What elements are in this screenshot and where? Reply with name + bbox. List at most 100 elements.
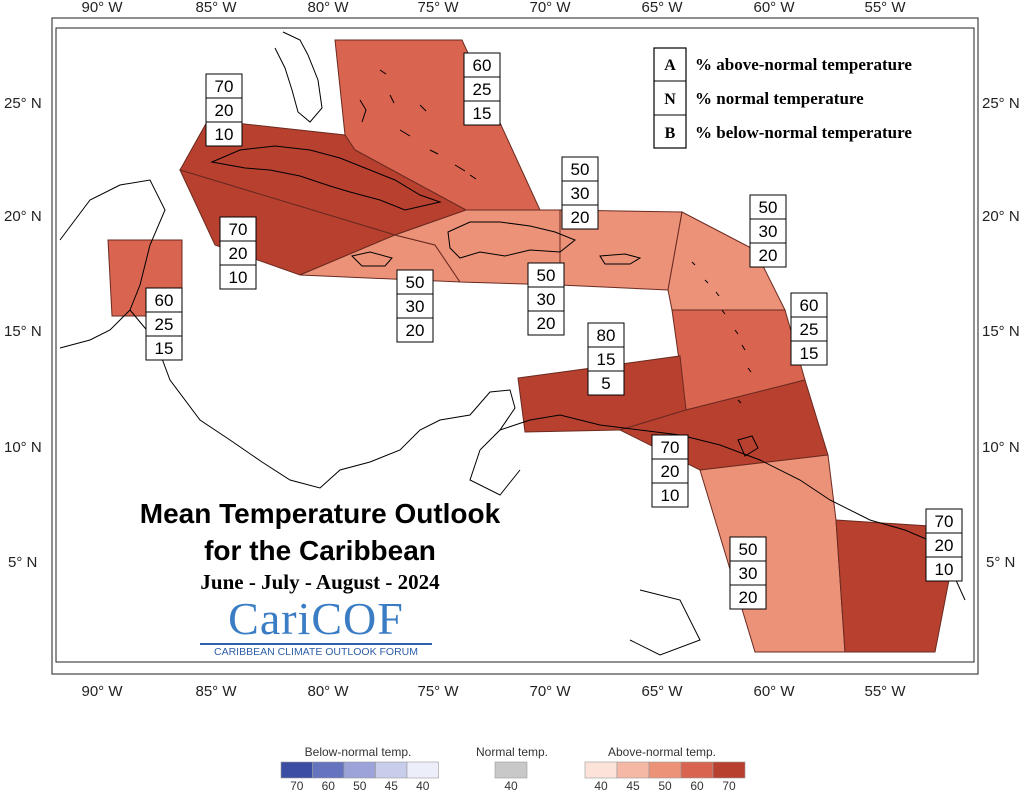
normal-pct: 30 — [571, 184, 590, 203]
scale-label: 60 — [322, 779, 336, 791]
scale-swatch — [616, 761, 650, 779]
probability-cell — [396, 317, 434, 343]
key-letter-a: A — [664, 57, 676, 74]
below-normal-pct: 20 — [571, 208, 590, 227]
above-normal-pct: 70 — [215, 77, 234, 96]
above-normal-pct: 70 — [935, 512, 954, 531]
probability-cell — [790, 340, 828, 366]
scale-title-below: Below-normal temp. — [305, 745, 412, 759]
probability-cell — [463, 100, 501, 126]
normal-pct: 30 — [537, 290, 556, 309]
normal-pct: 15 — [597, 350, 616, 369]
logo-wordmark: CariCOF — [228, 593, 404, 644]
probability-cell — [205, 73, 243, 99]
scale-swatch — [312, 761, 345, 779]
above-normal-pct: 70 — [229, 220, 248, 239]
probability-key: A N B % above-normal temperature % norma… — [653, 47, 912, 149]
logo-subtitle: CARIBBEAN CLIMATE OUTLOOK FORUM — [200, 643, 432, 658]
caricof-logo: CariCOF CARIBBEAN CLIMATE OUTLOOK FORUM — [200, 595, 432, 658]
probability-cell — [651, 434, 689, 460]
probability-cell — [925, 532, 963, 558]
map-title: Mean Temperature Outlook — [139, 498, 501, 529]
lon-label: 70° W — [529, 0, 571, 16]
lon-label: 85° W — [195, 0, 237, 16]
lon-label: 80° W — [307, 683, 349, 700]
probability-cell — [527, 286, 565, 312]
bahamas-islands — [359, 69, 477, 180]
scale-label: 40 — [416, 779, 430, 791]
probability-cell — [463, 76, 501, 102]
probability-cell — [145, 311, 183, 337]
lon-labels-bottom: 90° W 85° W 80° W 75° W 70° W 65° W 60° … — [81, 683, 906, 700]
scale-swatch — [280, 761, 313, 779]
lon-label: 55° W — [864, 0, 906, 16]
probability-box-belize: 60 25 15 — [145, 287, 183, 361]
lat-label: 5° N — [986, 554, 1015, 571]
below-normal-pct: 10 — [661, 486, 680, 505]
probability-cell — [396, 293, 434, 319]
below-normal-pct: 15 — [473, 104, 492, 123]
coastlines — [59, 31, 966, 656]
probability-cell — [219, 264, 257, 290]
probability-cell — [561, 204, 599, 230]
normal-pct: 20 — [215, 101, 234, 120]
above-normal-pct: 60 — [473, 56, 492, 75]
lat-label: 15° N — [982, 323, 1020, 340]
above-normal-pct: 50 — [739, 540, 758, 559]
florida-coast — [274, 31, 323, 123]
above-normal-pct: 50 — [571, 160, 590, 179]
below-normal-pct: 10 — [215, 125, 234, 144]
probability-cell — [219, 240, 257, 266]
scale-swatch — [375, 761, 408, 779]
scale-swatch — [494, 761, 528, 779]
below-normal-pct: 15 — [155, 339, 174, 358]
above-normal-pct: 60 — [155, 291, 174, 310]
puerto-rico-coast — [599, 253, 642, 265]
probability-cell — [587, 346, 625, 372]
south-america-coast — [469, 414, 966, 656]
below-normal-pct: 20 — [406, 321, 425, 340]
jamaica-coast — [351, 251, 393, 267]
probability-box-pr-east: 50 30 20 — [561, 156, 599, 230]
below-normal-pct: 20 — [537, 314, 556, 333]
lat-label: 25° N — [982, 95, 1020, 112]
central-america-coast — [59, 179, 516, 489]
scale-swatch — [406, 761, 439, 779]
probability-cell — [145, 287, 183, 313]
probability-box-windwards: 60 25 15 — [790, 292, 828, 366]
key-text-b: % below-normal temperature — [695, 123, 912, 142]
above-normal-pct: 60 — [800, 296, 819, 315]
probability-cell — [729, 536, 767, 562]
probability-box-jamaica-cayman: 70 20 10 — [219, 216, 257, 290]
scale-label: 45 — [626, 779, 640, 791]
probability-box-cuba: 70 20 10 — [205, 73, 243, 147]
normal-pct: 25 — [473, 80, 492, 99]
lat-label: 20° N — [982, 208, 1020, 225]
below-normal-pct: 5 — [601, 374, 610, 393]
lat-label: 25° N — [4, 95, 42, 112]
lon-label: 70° W — [529, 683, 571, 700]
probability-box-suriname-fg: 70 20 10 — [925, 508, 963, 582]
probability-cell — [205, 97, 243, 123]
below-normal-pct: 10 — [229, 268, 248, 287]
probability-box-leewards-north: 50 30 20 — [749, 194, 787, 268]
probability-box-jamaica-south: 50 30 20 — [396, 269, 434, 343]
normal-pct: 30 — [739, 564, 758, 583]
forecast-period: June - July - August - 2024 — [200, 570, 440, 594]
probability-cell — [925, 556, 963, 582]
key-box — [653, 47, 687, 149]
scale-swatch — [343, 761, 376, 779]
scale-swatch — [712, 761, 746, 779]
lon-label: 85° W — [195, 683, 237, 700]
cuba-coast — [210, 145, 442, 211]
normal-pct: 20 — [229, 244, 248, 263]
lat-label: 10° N — [4, 439, 42, 456]
lon-label: 60° W — [753, 0, 795, 16]
normal-pct: 30 — [406, 297, 425, 316]
lat-labels-left: 25° N 20° N 15° N 10° N 5° N — [4, 95, 42, 571]
below-normal-pct: 20 — [759, 246, 778, 265]
lat-label: 10° N — [982, 439, 1020, 456]
scale-label: 70 — [290, 779, 304, 791]
probability-cell — [561, 156, 599, 182]
